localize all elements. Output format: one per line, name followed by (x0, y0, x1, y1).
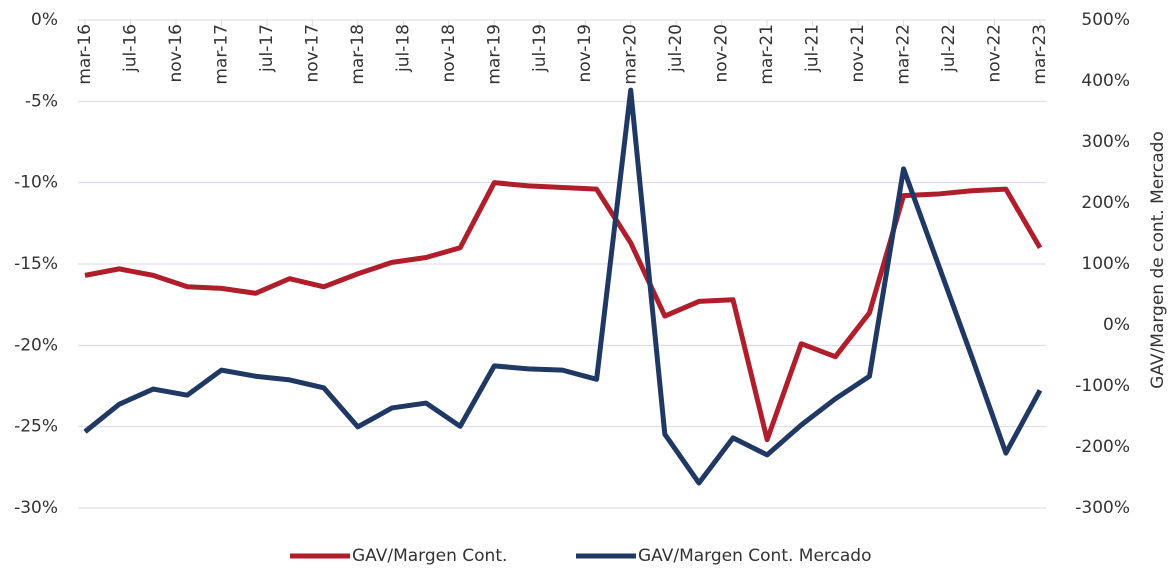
x-tick-label: nov-18 (439, 24, 459, 83)
x-tick-label: nov-19 (575, 24, 595, 83)
x-tick-label: jul-20 (666, 24, 686, 73)
y2-tick-label: 200% (1081, 193, 1130, 213)
y-tick-label: -20% (14, 335, 58, 355)
x-tick-label: mar-17 (211, 24, 231, 85)
x-tick-label: nov-20 (712, 24, 732, 83)
x-tick-label: jul-21 (803, 24, 823, 73)
y2-tick-label: 500% (1081, 10, 1130, 30)
x-tick-label: mar-16 (75, 24, 95, 85)
x-tick-label: mar-20 (621, 24, 641, 85)
y2-tick-label: 100% (1081, 254, 1130, 274)
x-tick-label: nov-17 (302, 24, 322, 83)
y2-tick-label: 400% (1081, 71, 1130, 91)
y2-tick-label: 300% (1081, 132, 1130, 152)
y-tick-label: -15% (14, 254, 58, 274)
y2-tick-label: -200% (1075, 437, 1130, 457)
y-tick-label: -5% (25, 91, 58, 111)
y-tick-label: -30% (14, 498, 58, 518)
legend-label: GAV/Margen Cont. (352, 546, 507, 566)
x-tick-label: nov-22 (985, 24, 1005, 83)
y-tick-label: -10% (14, 173, 58, 193)
x-tick-label: jul-22 (939, 24, 959, 73)
x-tick-label: jul-17 (257, 24, 277, 73)
line-series (83, 87, 1043, 486)
x-tick-label: nov-21 (848, 24, 868, 83)
y2-tick-label: -300% (1075, 498, 1130, 518)
x-tick-label: mar-23 (1030, 24, 1050, 85)
y2-tick-label: 0% (1103, 315, 1130, 335)
y-tick-label: 0% (31, 10, 58, 30)
x-tick-label: mar-21 (757, 24, 777, 85)
y2-axis-title: GAV/Margen de cont. Mercado (1148, 131, 1168, 389)
line-series (84, 180, 1043, 443)
x-tick-label: mar-19 (484, 24, 504, 85)
x-tick-label: jul-19 (530, 24, 550, 73)
x-tick-label: mar-18 (348, 24, 368, 85)
x-tick-label: jul-16 (120, 24, 140, 73)
y-tick-label: -25% (14, 417, 58, 437)
x-tick-label: mar-22 (894, 24, 914, 85)
legend-label: GAV/Margen Cont. Mercado (638, 546, 872, 566)
y2-tick-label: -100% (1075, 376, 1130, 396)
x-tick-label: jul-18 (393, 24, 413, 73)
x-tick-label: nov-16 (166, 24, 186, 83)
